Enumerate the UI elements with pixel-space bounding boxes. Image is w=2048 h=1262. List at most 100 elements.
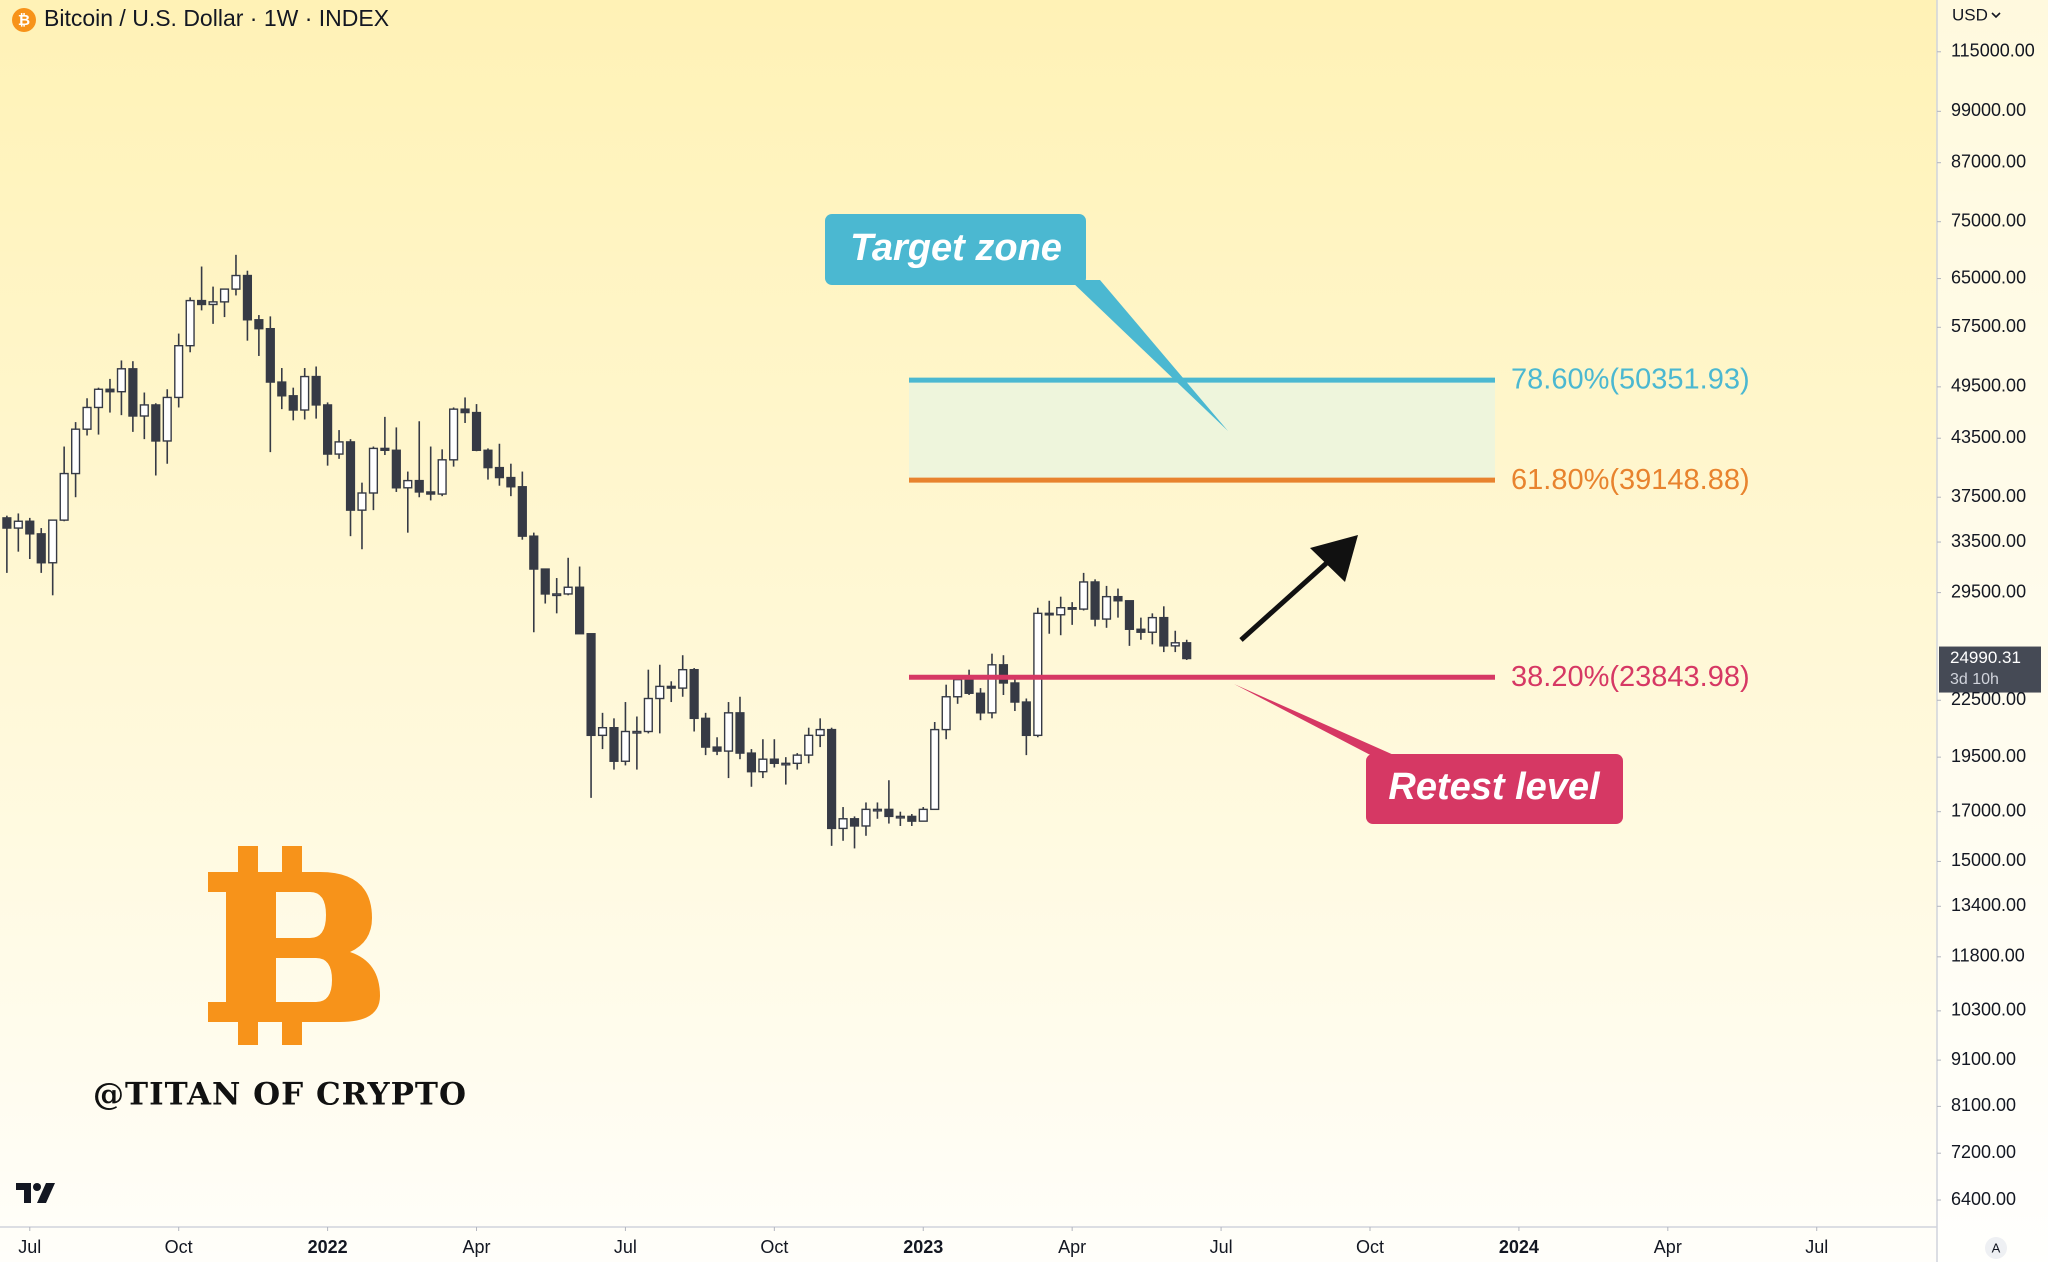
y-tick-label: 6400.00 (1951, 1189, 2016, 1209)
chart-title: Bitcoin / U.S. Dollar · 1W · INDEX (44, 5, 389, 31)
candle-body (471, 411, 482, 451)
y-tick-label: 43500.00 (1951, 427, 2026, 447)
last-price-label: 24990.31 (1950, 648, 2021, 667)
fib-layer: 78.60%(50351.93) 61.80%(39148.88) 38.20%(2… (909, 364, 1750, 693)
y-tick-label: 115000.00 (1951, 41, 2035, 61)
target-pointer (1070, 280, 1228, 431)
candle-body (746, 752, 757, 773)
candle-body (563, 586, 573, 595)
candle-body (162, 396, 172, 442)
candle-body (827, 728, 837, 830)
candle-body (174, 345, 184, 399)
candle-body (105, 388, 115, 393)
countdown-label: 3d 10h (1950, 671, 1999, 688)
symbol-icon (12, 8, 36, 32)
candle-body (998, 664, 1009, 684)
auto-scale-button[interactable] (1985, 1237, 2007, 1259)
candle-body (1021, 701, 1031, 737)
price-axis-panel (1937, 0, 2048, 1262)
candle-body (769, 758, 779, 765)
candle-body (792, 754, 802, 765)
y-tick-label: 15000.00 (1951, 850, 2026, 870)
x-tick-label: Jul (614, 1237, 637, 1257)
candle-body (723, 712, 734, 752)
target-callout-box (825, 214, 1086, 285)
candle-body (185, 299, 195, 347)
fib-label: 61.80%(39148.88) (1511, 464, 1750, 496)
candle-body (1159, 616, 1169, 647)
x-tick-label: Jul (18, 1237, 41, 1257)
currency-selector[interactable]: USD (1952, 5, 1988, 24)
candle-body (426, 491, 436, 495)
candle-body (380, 447, 390, 451)
candle-body (1136, 628, 1146, 633)
bitcoin-logo (208, 846, 380, 1045)
candle-body (483, 449, 493, 469)
candle-body (517, 486, 527, 537)
currency-chevron[interactable] (1991, 12, 2001, 19)
x-tick-label: 2023 (903, 1237, 943, 1257)
candle-body (678, 668, 688, 689)
auto-scale-label[interactable]: A (1992, 1240, 2001, 1255)
candle-body (953, 678, 963, 698)
x-tick-label: Oct (760, 1237, 788, 1257)
candle-body (849, 818, 860, 827)
candle-body (71, 428, 81, 475)
candle-body (1056, 607, 1066, 616)
candle-body (368, 447, 379, 494)
candle-body (494, 466, 505, 479)
candle-body (815, 728, 825, 737)
y-tick-label: 29500.00 (1951, 581, 2026, 601)
candle-body (48, 519, 58, 564)
candle-body (941, 696, 951, 731)
candle-body (632, 730, 642, 734)
candle-body (861, 808, 871, 827)
candle-body (804, 734, 814, 756)
candle-body (975, 692, 986, 714)
candle-body (254, 319, 264, 330)
candle-body (872, 808, 883, 812)
y-tick-label: 49500.00 (1951, 376, 2026, 396)
trend-arrow-shaft (1239, 558, 1332, 642)
x-tick-label: 2024 (1499, 1237, 1539, 1257)
y-tick-label: 37500.00 (1951, 486, 2026, 506)
x-tick-label: Oct (1356, 1237, 1384, 1257)
candle-body (506, 476, 516, 488)
candle-body (197, 299, 207, 306)
candle-body (884, 808, 894, 818)
y-tick-label: 19500.00 (1951, 746, 2026, 766)
candle-body (323, 404, 333, 455)
candle-body (25, 520, 35, 535)
retest-pointer (1234, 684, 1405, 760)
y-tick-label: 10300.00 (1951, 1000, 2026, 1020)
candle-body (540, 568, 550, 595)
candle-body (82, 406, 92, 430)
fib-label: 78.60%(50351.93) (1511, 364, 1750, 396)
candle-body (1182, 642, 1192, 660)
x-tick-label: Apr (1058, 1237, 1086, 1257)
watermark: @TITAN OF CRYPTO (93, 1077, 467, 1113)
candle-body (586, 633, 596, 737)
y-tick-label: 8100.00 (1951, 1095, 2016, 1115)
target-zone (909, 380, 1495, 481)
last-price-tag (1939, 646, 2041, 693)
y-tick-label: 57500.00 (1951, 316, 2026, 336)
candle-body (265, 327, 275, 383)
candle-body (1147, 616, 1157, 633)
y-tick-label: 33500.00 (1951, 531, 2026, 551)
candle-body (918, 808, 928, 822)
y-tick-label: 87000.00 (1951, 151, 2026, 171)
candle-body (712, 746, 722, 752)
candle-body (2, 517, 12, 529)
candle-body (300, 375, 310, 411)
candle-body (1113, 595, 1123, 602)
candle-body (987, 664, 997, 714)
retest-callout-text: Retest level (1388, 766, 1601, 808)
candle-body (151, 404, 161, 442)
candle-body (689, 668, 699, 720)
candle-body (116, 368, 127, 393)
candle-body (758, 758, 768, 773)
candle-body (288, 395, 298, 411)
